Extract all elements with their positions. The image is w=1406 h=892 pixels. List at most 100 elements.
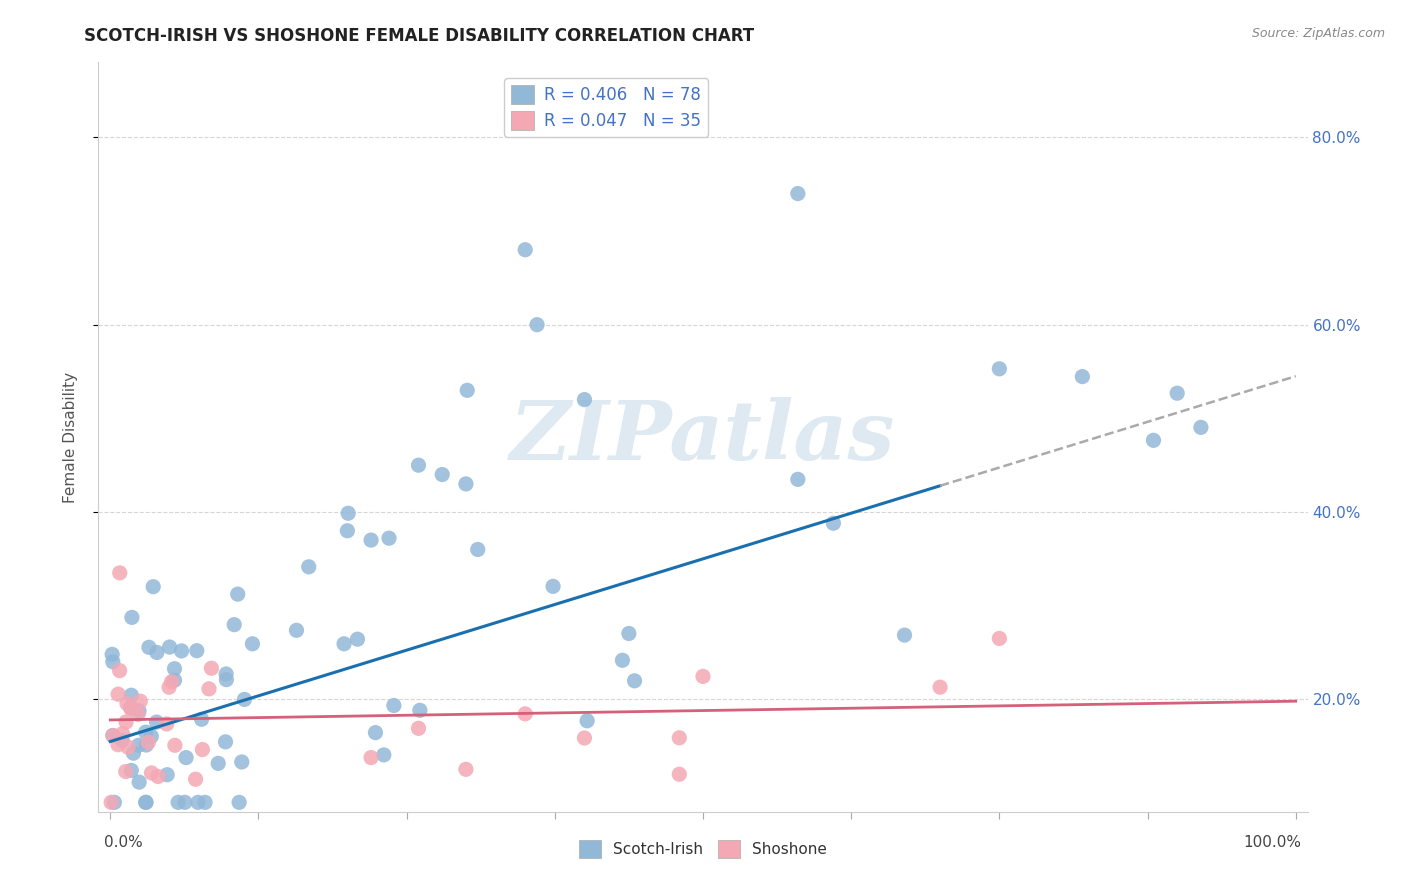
Point: [184, 772, 207, 787]
Point: [128, 738, 150, 752]
Point: [285, 624, 308, 638]
Point: [191, 742, 214, 756]
Point: [242, 637, 264, 651]
Point: [122, 746, 145, 760]
Point: [120, 701, 142, 715]
Point: [173, 796, 195, 810]
Point: [515, 706, 537, 721]
Point: [135, 796, 157, 810]
Point: [360, 750, 382, 764]
Point: [988, 632, 1011, 646]
Point: [336, 524, 359, 538]
Point: [333, 637, 356, 651]
Point: [101, 728, 124, 742]
Point: [108, 566, 131, 580]
Point: [408, 722, 430, 736]
Point: [127, 707, 149, 722]
Point: [141, 729, 163, 743]
Point: [101, 648, 124, 662]
Point: [893, 628, 915, 642]
Point: [467, 542, 489, 557]
Point: [515, 243, 537, 257]
Y-axis label: Female Disability: Female Disability: [63, 371, 77, 503]
Point: [121, 610, 143, 624]
Point: [101, 729, 124, 743]
Point: [128, 775, 150, 789]
Point: [454, 762, 477, 776]
Point: [337, 506, 360, 520]
Point: [120, 700, 142, 714]
Point: [215, 667, 238, 681]
Point: [226, 587, 249, 601]
Point: [409, 703, 432, 717]
Point: [146, 770, 169, 784]
Point: [408, 458, 430, 473]
Point: [224, 617, 246, 632]
Text: SCOTCH-IRISH VS SHOSHONE FEMALE DISABILITY CORRELATION CHART: SCOTCH-IRISH VS SHOSHONE FEMALE DISABILI…: [84, 27, 755, 45]
Point: [187, 796, 209, 810]
Point: [120, 764, 142, 778]
Point: [215, 673, 238, 687]
Point: [138, 640, 160, 655]
Point: [145, 715, 167, 730]
Point: [1142, 434, 1164, 448]
Text: ZIPatlas: ZIPatlas: [510, 397, 896, 477]
Point: [156, 768, 179, 782]
Point: [135, 796, 157, 810]
Point: [576, 714, 599, 728]
Legend: Scotch-Irish, Shoshone: Scotch-Irish, Shoshone: [574, 834, 832, 864]
Point: [142, 580, 165, 594]
Point: [174, 750, 197, 764]
Point: [786, 186, 808, 201]
Point: [454, 476, 477, 491]
Point: [100, 796, 122, 810]
Point: [929, 680, 952, 694]
Point: [141, 766, 163, 780]
Point: [360, 533, 382, 547]
Point: [623, 673, 645, 688]
Point: [432, 467, 454, 482]
Point: [107, 687, 129, 701]
Point: [163, 673, 186, 688]
Text: Source: ZipAtlas.com: Source: ZipAtlas.com: [1251, 27, 1385, 40]
Point: [1166, 386, 1188, 401]
Point: [135, 738, 157, 752]
Point: [823, 516, 845, 531]
Point: [574, 731, 596, 745]
Point: [103, 796, 125, 810]
Point: [167, 796, 190, 810]
Point: [526, 318, 548, 332]
Point: [120, 688, 142, 702]
Point: [194, 796, 217, 810]
Point: [190, 712, 212, 726]
Point: [207, 756, 229, 771]
Point: [378, 531, 401, 545]
Point: [382, 698, 405, 713]
Point: [111, 726, 134, 740]
Point: [668, 767, 690, 781]
Text: 0.0%: 0.0%: [104, 835, 143, 850]
Point: [456, 384, 478, 398]
Point: [231, 755, 253, 769]
Point: [1189, 420, 1212, 434]
Point: [228, 796, 250, 810]
Point: [373, 747, 395, 762]
Point: [157, 680, 180, 694]
Point: [574, 392, 596, 407]
Point: [214, 735, 236, 749]
Point: [146, 645, 169, 659]
Point: [135, 725, 157, 739]
Point: [115, 697, 138, 711]
Point: [364, 725, 387, 739]
Point: [786, 472, 808, 486]
Point: [612, 653, 634, 667]
Point: [128, 704, 150, 718]
Point: [111, 733, 134, 747]
Point: [115, 714, 138, 729]
Point: [198, 681, 221, 696]
Point: [101, 655, 124, 669]
Point: [298, 559, 321, 574]
Point: [617, 626, 640, 640]
Point: [163, 662, 186, 676]
Point: [117, 740, 139, 755]
